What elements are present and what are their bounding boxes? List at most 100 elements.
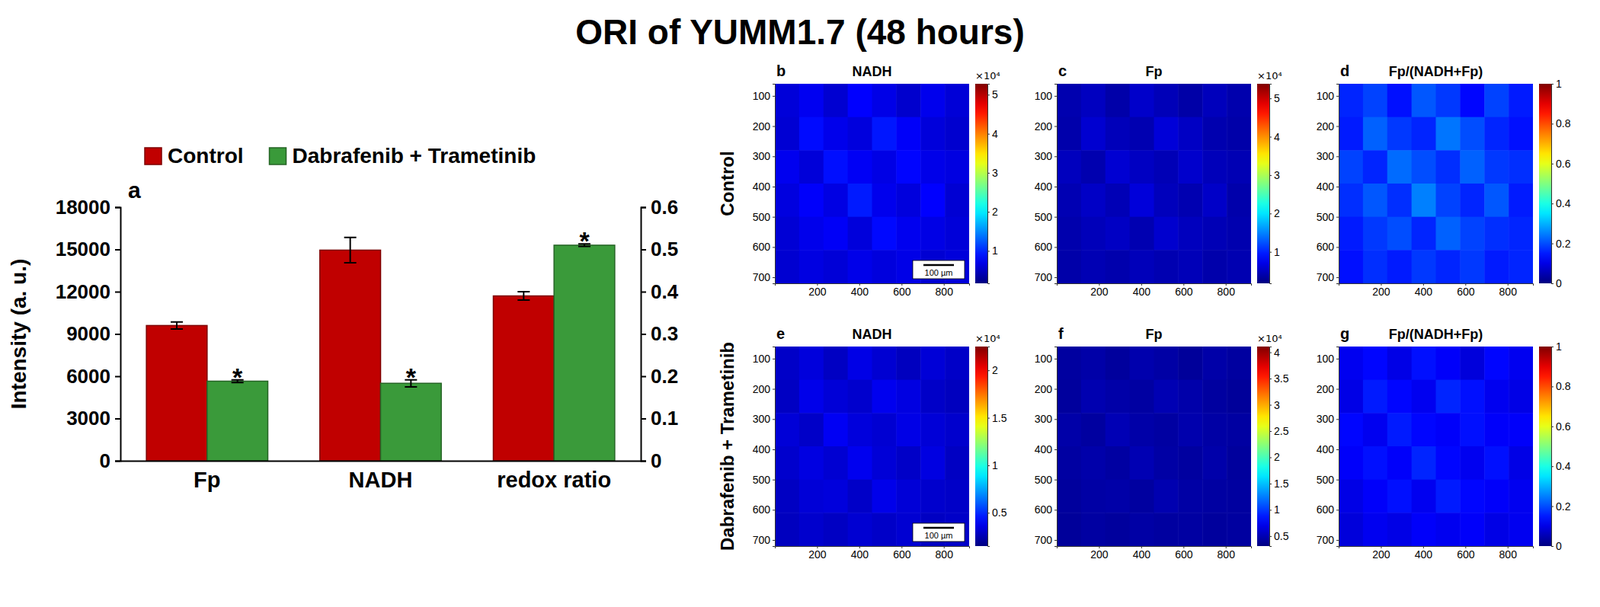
heatmap-cell [1202,249,1227,284]
bar [553,245,615,461]
colorbar-axis: 0.511.522.533.54 [1269,346,1290,548]
heatmap-cell [1154,217,1179,251]
heatmap-cell [1508,412,1533,447]
heatmap-cell [1129,380,1155,414]
heatmap-cell [1056,150,1082,184]
heatmap-cell [1484,150,1509,184]
tick-label: 15000 [55,237,111,261]
tick-mark [1551,83,1554,85]
axis-line [1336,84,1340,285]
heatmap-cell [1338,117,1364,151]
heatmap-cell [1387,380,1412,414]
y-axis-tick: 300 [1034,150,1057,163]
heatmap-cell [1056,117,1082,151]
heatmap-cell [848,183,873,218]
heatmap-cell [944,117,970,151]
heatmap-cell [896,446,921,480]
tick-label: 3 [1273,169,1280,182]
heatmap-cell [872,512,897,547]
heatmap-cell [1056,412,1082,447]
colorbar-axis-tick: 0.8 [1551,380,1572,393]
heatmap-cell [1387,150,1412,184]
tick-label: 300 [1034,412,1053,426]
heatmap-cell [1129,83,1155,118]
tick-label: 1.5 [992,412,1008,425]
tick-label: 800 [935,285,954,298]
heatmap-cell [1459,150,1485,184]
significance-label: * [579,226,590,256]
tick-label: 0.8 [1555,117,1572,130]
heatmap-cell [1484,446,1509,480]
tick-mark [772,186,775,188]
colorbar-axis-tick: 1.5 [1269,477,1290,490]
heatmap-cell [1508,217,1533,251]
tick-label: 0.6 [1555,420,1572,433]
tick-mark [115,291,121,294]
y-axis-tick: 0 [99,449,121,473]
heatmap-cell [1105,83,1130,118]
colorbar-axis-tick: 0.5 [987,506,1008,519]
heatmap-cell [896,117,921,151]
heatmap-cell [1105,512,1130,547]
heatmap-cell [872,446,897,480]
tick-label: 0.8 [1555,380,1572,393]
x-axis-tick: redox ratio [496,460,612,493]
heatmap-cells [1056,83,1252,284]
y-axis: 100200300400500600700 [752,84,776,285]
tick-mark [772,96,775,97]
heatmap-cell [774,346,800,381]
panel-letter: f [1058,325,1064,343]
heatmap-cell [1202,512,1227,547]
tick-label: 3 [992,166,999,180]
panel-title: Fp/(NADH+Fp) [1388,326,1483,343]
heatmap-cell [799,83,824,118]
heatmap-cell [1436,117,1461,151]
heatmap-cell [1387,446,1412,480]
heatmap-cell [944,150,970,184]
significance-label: * [232,362,244,392]
tick-label: 200 [752,120,772,133]
tick-mark [1336,246,1339,248]
tick-label: 300 [1316,150,1335,163]
heatmap-cell [944,346,970,381]
heatmap-cell [1508,380,1533,414]
tick-label: 700 [1034,534,1053,547]
tick-label: 3 [1273,399,1280,412]
tick-label: 1 [1555,77,1562,90]
tick-mark [987,512,990,514]
y-axis: 0300060009000120001500018000 [55,195,122,473]
heatmap-cell [1508,512,1533,547]
colorbar-axis-tick: 4 [1269,346,1280,359]
tick-label: 0 [1555,540,1562,553]
panel-title: Fp/(NADH+Fp) [1388,64,1483,80]
tick-mark [640,376,647,378]
heatmap-cell [1411,217,1437,251]
heatmap-cell [872,83,897,118]
heatmap-cell [1177,83,1203,118]
error-bar [344,237,357,263]
x-axis: 200400600800 [1057,546,1252,561]
tick-label: 600 [1174,285,1194,298]
heatmap-cell [896,346,921,381]
heatmap-cell [1363,512,1388,547]
heatmap-cell [1226,380,1252,414]
tick-mark [1269,483,1272,485]
heatmap-cell [1226,412,1252,447]
heatmap-cell [1436,380,1461,414]
heatmap-cell [1459,217,1485,251]
tick-label: 0.1 [650,406,679,430]
heatmap-cell [848,117,873,151]
tick-label: 200 [808,548,827,561]
colorbar-axis-tick: 1.5 [987,412,1008,425]
heatmap-cell [1338,83,1364,118]
tick-label: 600 [1034,503,1053,516]
tick-label: 400 [752,180,772,193]
tick-label: 400 [1316,180,1335,193]
x-axis-tick: 600 [1456,546,1476,561]
heatmap-cell [1129,446,1155,480]
heatmap-cell [1081,512,1106,547]
heatmap-cell [1177,446,1203,480]
tick-mark [772,480,775,481]
heatmap-cell [1226,83,1252,118]
tick-label: NADH [348,467,413,493]
